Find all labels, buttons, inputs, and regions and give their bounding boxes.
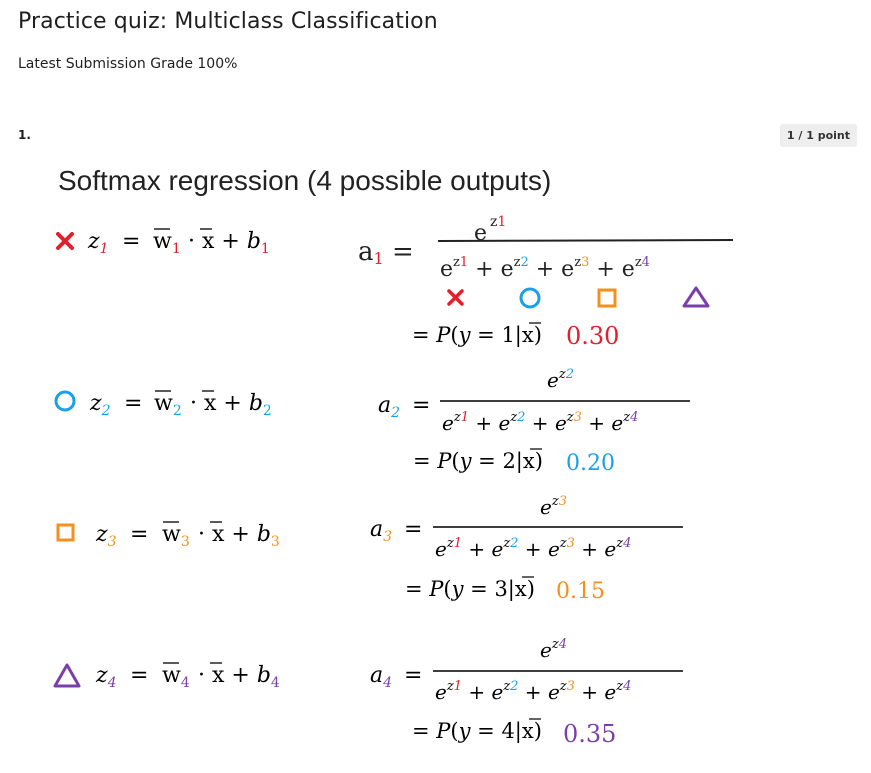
circle-icon [519, 287, 541, 309]
row-4-lhs: z4 = w4 · x + b4 [53, 662, 280, 691]
svg-text:=: = [130, 663, 148, 688]
svg-text:z4: z4 [95, 663, 117, 691]
points-badge: 1 / 1 point [779, 124, 857, 147]
value-2: 0.20 [566, 451, 615, 476]
svg-text:ez1 + ez2 + ez3 + ez4: ez1 + ez2 + ez3 + ez4 [440, 255, 650, 282]
svg-text:a2: a2 [378, 393, 400, 421]
svg-text:=: = [130, 522, 148, 547]
svg-text:=: = [124, 391, 142, 416]
svg-text:ez3: ez3 [540, 494, 567, 519]
svg-text:z1: z1 [87, 229, 109, 257]
row-2-softmax: a2 = ez2 ez1 + ez2 + ez3 + ez4 [378, 367, 690, 435]
svg-text:e: e [474, 221, 487, 246]
svg-text:ez1 + ez2 + ez3 + ez4: ez1 + ez2 + ez3 + ez4 [442, 410, 638, 435]
svg-text:z2: z2 [89, 391, 111, 419]
svg-text:a3: a3 [370, 517, 392, 545]
row-1-probability: = P(y = 1|x) 0.30 [412, 322, 619, 350]
svg-text:· x + b3: · x + b3 [198, 522, 280, 550]
row-2-lhs: z2 = w2 · x + b2 [54, 390, 272, 419]
row-2-probability: = P(y = 2|x) 0.20 [413, 448, 615, 476]
row-4-softmax: a4 = ez4 ez1 + ez2 + ez3 + ez4 [370, 637, 683, 704]
svg-text:= P(y = 4|x): = P(y = 4|x) [412, 719, 542, 744]
slide-title: Softmax regression (4 possible outputs) [58, 165, 552, 196]
row-3-softmax: a3 = ez3 ez1 + ez2 + ez3 + ez4 [370, 494, 683, 561]
value-3: 0.15 [556, 579, 605, 604]
svg-text:ez1 + ez2 + ez3 + ez4: ez1 + ez2 + ez3 + ez4 [435, 679, 631, 704]
svg-text:· x + b1: · x + b1 [188, 229, 270, 257]
submission-grade: Latest Submission Grade 100% [18, 56, 238, 72]
svg-text:= P(y = 2|x): = P(y = 2|x) [413, 449, 543, 474]
svg-text:=: = [404, 517, 422, 542]
cross-icon [56, 232, 74, 250]
svg-text:ez2: ez2 [547, 367, 574, 392]
question-number: 1. [18, 128, 31, 142]
row-3-lhs: z3 = w3 · x + b3 [56, 521, 280, 550]
row-1-softmax-handwritten: a1 = e z1 ez1 + ez2 + ez3 + ez4 [358, 214, 734, 309]
row-3-probability: = P(y = 3|x) 0.15 [405, 576, 605, 604]
row-4-probability: = P(y = 4|x) 0.35 [412, 718, 616, 748]
svg-text:w3: w3 [162, 522, 190, 550]
svg-text:w4: w4 [162, 663, 190, 691]
svg-text:= P(y = 3|x): = P(y = 3|x) [405, 577, 535, 602]
square-icon [597, 288, 617, 308]
svg-text:a4: a4 [370, 663, 392, 691]
value-1: 0.30 [566, 322, 619, 350]
circle-icon [54, 390, 76, 412]
svg-text:· x + b4: · x + b4 [198, 663, 280, 691]
triangle-icon [53, 663, 81, 688]
svg-text:ez4: ez4 [540, 637, 567, 662]
value-4: 0.35 [563, 720, 616, 748]
svg-text:=: = [404, 663, 422, 688]
page-title: Practice quiz: Multiclass Classification [18, 9, 438, 34]
svg-text:=: = [122, 229, 140, 254]
svg-text:· x + b2: · x + b2 [190, 391, 272, 419]
svg-text:w2: w2 [154, 391, 182, 419]
svg-text:ez1 + ez2 + ez3 + ez4: ez1 + ez2 + ez3 + ez4 [435, 536, 631, 561]
svg-text:= P(y = 1|x): = P(y = 1|x) [412, 323, 542, 348]
svg-text:=: = [412, 393, 430, 418]
svg-text:w1: w1 [153, 229, 181, 257]
row-1-lhs: z1 = w1 · x + b1 [56, 228, 270, 257]
triangle-icon [682, 286, 710, 308]
svg-text:z3: z3 [95, 522, 117, 550]
cross-icon [447, 289, 464, 306]
square-icon [56, 523, 75, 542]
svg-text:a1 =: a1 = [358, 237, 414, 268]
svg-text:z1: z1 [490, 214, 506, 230]
